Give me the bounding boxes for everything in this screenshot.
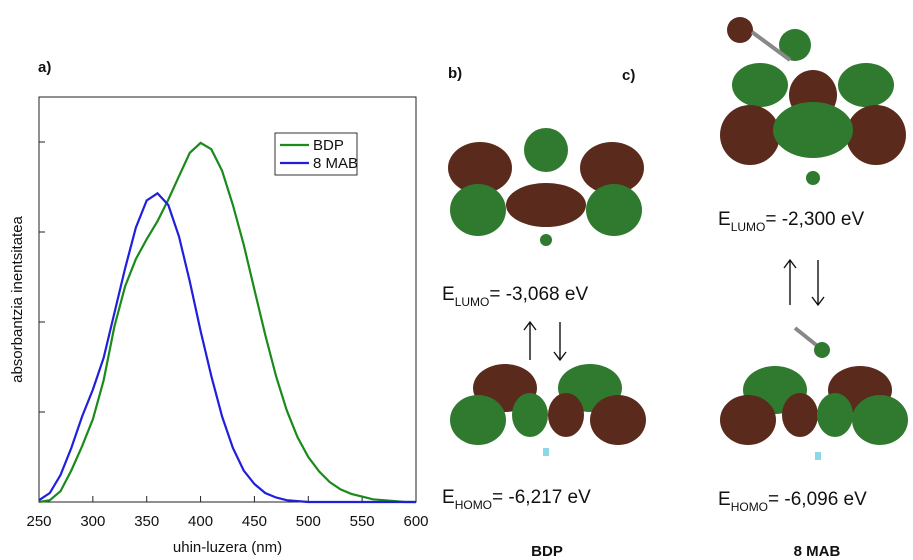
energy-subscript: HOMO bbox=[731, 500, 768, 514]
y-axis-label: absorbantzia inentsitatea bbox=[9, 215, 26, 382]
panel-label: c) bbox=[622, 67, 635, 84]
x-tick-label: 350 bbox=[134, 513, 159, 530]
energy-value: = -6,096 eV bbox=[768, 489, 867, 510]
x-tick-label: 300 bbox=[80, 513, 105, 530]
x-tick-label: 400 bbox=[188, 513, 213, 530]
plot-area: a) 250 300 350 400 450 500 550 600 uhin-luzera (n… bbox=[9, 59, 429, 556]
energy-symbol: E bbox=[442, 487, 455, 508]
energy-symbol: E bbox=[718, 209, 731, 230]
panel-label: a) bbox=[38, 59, 51, 76]
series-line bbox=[38, 141, 416, 504]
x-tick-label: 600 bbox=[403, 513, 428, 530]
energy-label: EHOMO= -6,217 eV bbox=[442, 487, 591, 512]
plot-frame bbox=[38, 96, 417, 503]
homo-orbital-8mab bbox=[720, 326, 908, 460]
legend-box bbox=[274, 132, 358, 176]
x-tick-label: 500 bbox=[296, 513, 321, 530]
energy-value: = -2,300 eV bbox=[765, 209, 864, 230]
energy-label: ELUMO= -2,300 eV bbox=[718, 209, 864, 234]
molecule-name: BDP bbox=[531, 543, 563, 560]
legend-label: 8 MAB bbox=[313, 155, 358, 172]
lumo-orbital-8mab bbox=[720, 17, 906, 185]
x-axis-label: uhin-luzera (nm) bbox=[173, 539, 282, 556]
energy-label: ELUMO= -3,068 eV bbox=[442, 284, 588, 309]
energy-label: EHOMO= -6,096 eV bbox=[718, 489, 867, 514]
energy-subscript: LUMO bbox=[731, 220, 766, 234]
homo-orbital-bdp bbox=[450, 364, 646, 456]
energy-value: = -3,068 eV bbox=[489, 284, 588, 305]
energy-value: = -6,217 eV bbox=[492, 487, 591, 508]
energy-symbol: E bbox=[442, 284, 455, 305]
series-line bbox=[38, 191, 416, 504]
lumo-orbital-bdp bbox=[448, 128, 644, 246]
energy-symbol: E bbox=[718, 489, 731, 510]
x-tick-label: 450 bbox=[242, 513, 267, 530]
legend-label: BDP bbox=[313, 137, 344, 154]
transition-arrows bbox=[523, 258, 825, 362]
panel-label: b) bbox=[448, 65, 462, 82]
x-tick-label: 250 bbox=[26, 513, 51, 530]
molecule-name: 8 MAB bbox=[794, 543, 841, 560]
x-tick-label: 550 bbox=[350, 513, 375, 530]
energy-subscript: HOMO bbox=[455, 498, 492, 512]
energy-subscript: LUMO bbox=[455, 295, 490, 309]
